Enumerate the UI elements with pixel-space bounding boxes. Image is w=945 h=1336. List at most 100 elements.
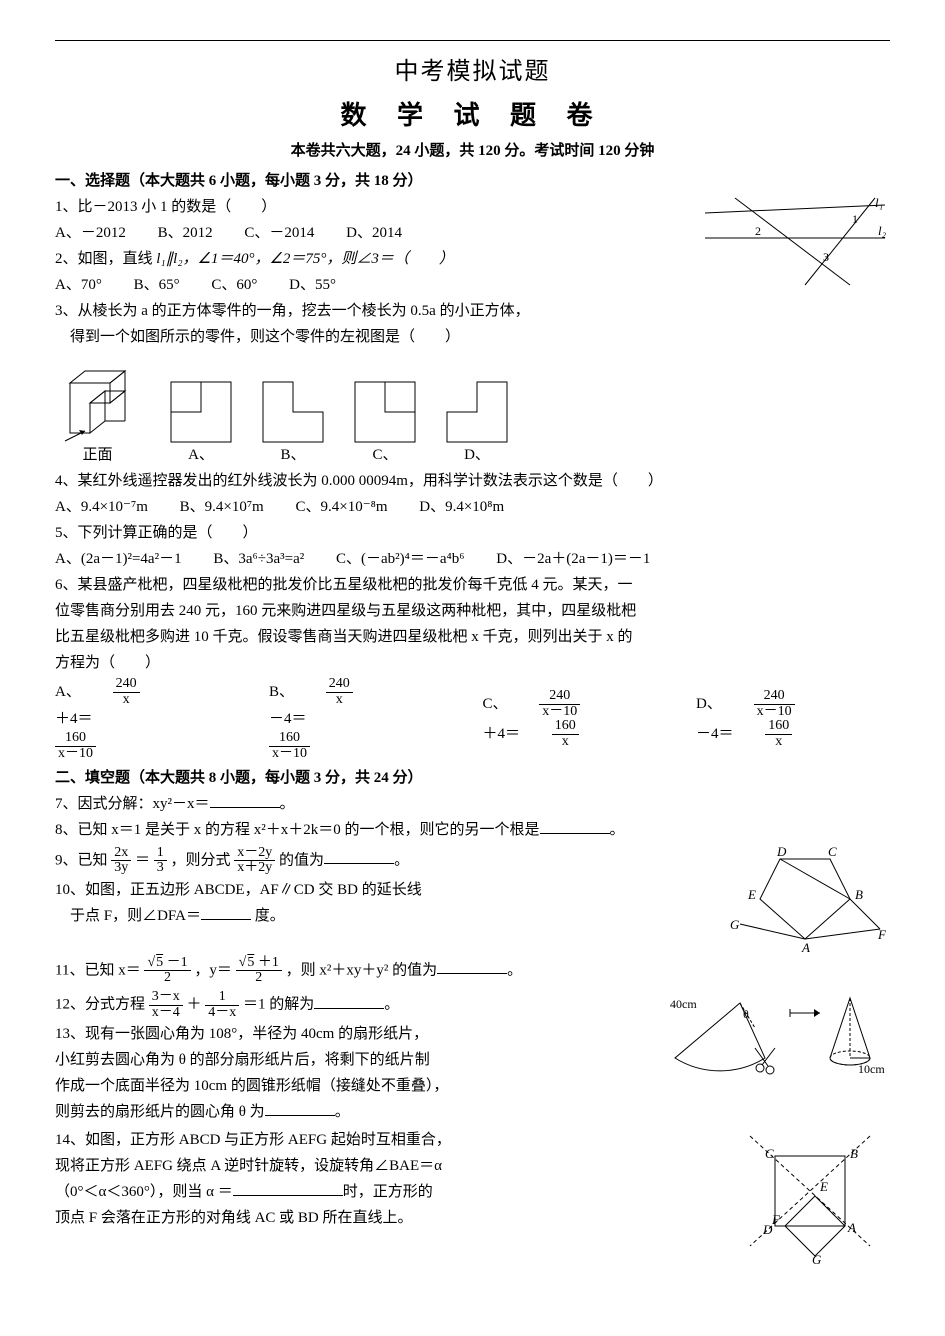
q3-opt-c-icon <box>354 381 416 443</box>
q13-blank[interactable] <box>265 1100 335 1116</box>
svg-text:E: E <box>819 1179 828 1194</box>
q3-opt-a-icon <box>170 381 232 443</box>
q14-line2: 现将正方形 AEFG 绕点 A 逆时针旋转，设旋转角∠BAE＝α <box>55 1154 720 1178</box>
q8: 8、已知 x＝1 是关于 x 的方程 x²＋x＋2k＝0 的一个根，则它的另一个… <box>55 818 890 842</box>
q14-line3: （0°＜α＜360°），则当 α ＝时，正方形的 <box>55 1180 720 1204</box>
svg-text:D: D <box>776 844 787 859</box>
svg-text:E: E <box>747 887 756 902</box>
q5-opt-d: D、－2a＋(2a－1)＝－1 <box>496 547 650 571</box>
q12-q13-figure: 40cm θ 1 <box>640 988 890 1088</box>
q10-figure: D C B E A F G <box>720 844 890 954</box>
q14-figure: A B C D E F G <box>730 1126 890 1266</box>
q6-line2: 位零售商分别用去 240 元，160 元来购进四星级与五星级这两种枇杷，其中，四… <box>55 599 890 623</box>
q7: 7、因式分解：xy²－x＝。 <box>55 792 890 816</box>
q1-opt-a: A、－2012 <box>55 221 126 245</box>
q10-line2: 于点 F，则∠DFA＝ 度。 <box>55 904 710 928</box>
q12-blank[interactable] <box>314 993 384 1009</box>
q2-figure: l₁ l₂ 1 2 3 <box>700 193 890 288</box>
q2-opt-b: B、65° <box>134 273 180 297</box>
q2-opt-c: C、60° <box>211 273 257 297</box>
q13-line1: 13、现有一张圆心角为 108°，半径为 40cm 的扇形纸片， <box>55 1022 630 1046</box>
q2-options: A、70° B、65° C、60° D、55° <box>55 273 690 297</box>
q6-opt-a: A、 240x ＋4＝ 160x－10 <box>55 677 221 762</box>
fig-angle-3: 3 <box>823 250 829 264</box>
q2-opt-a: A、70° <box>55 273 102 297</box>
q3-stem-line1: 3、从棱长为 a 的正方体零件的一角，挖去一个棱长为 0.5a 的小正方体， <box>55 299 890 323</box>
q3-opt-a-label: A、 <box>170 443 232 467</box>
svg-text:θ: θ <box>743 1007 749 1021</box>
q2-stem: 2、如图，直线 l₁∥l₂，∠1＝40°，∠2＝75°，则∠3＝（ ） <box>55 247 690 271</box>
title-main: 中考模拟试题 <box>55 53 890 91</box>
q6-opt-d: D、 240x－10 －4＝ 160x <box>696 689 862 750</box>
q3-figures: 正面 A、 B、 C、 D、 <box>55 353 890 467</box>
q5-stem: 5、下列计算正确的是（ ） <box>55 521 890 545</box>
fig-angle-2: 2 <box>755 224 761 238</box>
q5-opt-a: A、(2a－1)²=4a²－1 <box>55 547 182 571</box>
q4-opt-b: B、9.4×10⁷m <box>180 495 264 519</box>
q12: 12、分式方程 3－xx－4 ＋ 14－x ＝1 的解为。 <box>55 990 630 1020</box>
scissors-icon <box>755 1048 775 1074</box>
q6-opt-b: B、 240x －4＝ 160x－10 <box>269 677 435 762</box>
q14-line1: 14、如图，正方形 ABCD 与正方形 AEFG 起始时互相重合， <box>55 1128 720 1152</box>
q4-opt-d: D、9.4×10⁸m <box>419 495 504 519</box>
fig-label-l1: l₁ <box>875 195 883 210</box>
q1-options: A、－2012 B、2012 C、－2014 D、2014 <box>55 221 690 245</box>
svg-text:B: B <box>850 1146 858 1161</box>
q1-opt-b: B、2012 <box>158 221 213 245</box>
q4-opt-a: A、9.4×10⁻⁷m <box>55 495 148 519</box>
q3-opt-b-label: B、 <box>262 443 324 467</box>
q3-cube-icon <box>55 353 140 443</box>
q6-opt-c: C、 240x－10 ＋4＝ 160x <box>483 689 649 750</box>
svg-text:G: G <box>730 917 740 932</box>
svg-text:G: G <box>812 1252 822 1266</box>
svg-text:B: B <box>855 887 863 902</box>
q3-front-label: 正面 <box>55 443 140 467</box>
q6-options: A、 240x ＋4＝ 160x－10 B、 240x －4＝ 160x－10 … <box>55 677 890 762</box>
q1-opt-c: C、－2014 <box>244 221 314 245</box>
svg-text:10cm: 10cm <box>858 1062 885 1076</box>
q6-line4: 方程为（ ） <box>55 651 890 675</box>
q11-blank[interactable] <box>437 958 507 974</box>
q1-opt-d: D、2014 <box>346 221 402 245</box>
q3-opt-b-icon <box>262 381 324 443</box>
q8-blank[interactable] <box>540 818 610 834</box>
q13-line3: 作成一个底面半径为 10cm 的圆锥形纸帽（接缝处不重叠）， <box>55 1074 630 1098</box>
fig-angle-1: 1 <box>852 212 858 226</box>
q2-opt-d: D、55° <box>289 273 336 297</box>
svg-text:A: A <box>847 1220 856 1235</box>
q13-line2: 小红剪去圆心角为 θ 的部分扇形纸片后，将剩下的纸片制 <box>55 1048 630 1072</box>
svg-text:F: F <box>771 1212 781 1227</box>
q4-options: A、9.4×10⁻⁷m B、9.4×10⁷m C、9.4×10⁻⁸m D、9.4… <box>55 495 890 519</box>
q3-opt-c-label: C、 <box>354 443 416 467</box>
q14-line4: 顶点 F 会落在正方形的对角线 AC 或 BD 所在直线上。 <box>55 1206 720 1230</box>
q9-blank[interactable] <box>324 848 394 864</box>
q4-stem: 4、某红外线遥控器发出的红外线波长为 0.000 00094m，用科学计数法表示… <box>55 469 890 493</box>
svg-text:C: C <box>765 1146 774 1161</box>
q5-opt-c: C、(－ab²)⁴＝－a⁴b⁶ <box>336 547 465 571</box>
q11: 11、已知 x＝ √5 －12 ，y＝ √5 ＋12 ，则 x²＋xy＋y² 的… <box>55 956 890 986</box>
q1-stem: 1、比－2013 小 1 的数是（ ） <box>55 195 690 219</box>
q10-blank[interactable] <box>201 904 251 920</box>
section-2-heading: 二、填空题（本大题共 8 小题，每小题 3 分，共 24 分） <box>55 766 890 790</box>
q14-blank[interactable] <box>233 1180 343 1196</box>
arrow-right-icon <box>790 1009 820 1017</box>
q6-line3: 比五星级枇杷多购进 10 千克。假设零售商当天购进四星级枇杷 x 千克，则列出关… <box>55 625 890 649</box>
title-info: 本卷共六大题，24 小题，共 120 分。考试时间 120 分钟 <box>55 139 890 163</box>
q9: 9、已知 2x3y ＝ 13 ，则分式 x－2yx＋2y 的值为。 <box>55 846 710 876</box>
fig-label-l2: l₂ <box>878 223 887 238</box>
q4-opt-c: C、9.4×10⁻⁸m <box>295 495 387 519</box>
q5-opt-b: B、3a⁶÷3a³=a² <box>213 547 304 571</box>
svg-text:40cm: 40cm <box>670 997 697 1011</box>
svg-text:A: A <box>801 940 810 954</box>
svg-text:C: C <box>828 844 837 859</box>
q3-stem-line2: 得到一个如图所示的零件，则这个零件的左视图是（ ） <box>55 325 890 349</box>
section-1-heading: 一、选择题（本大题共 6 小题，每小题 3 分，共 18 分） <box>55 169 890 193</box>
title-sub: 数 学 试 题 卷 <box>55 95 890 137</box>
q13-line4: 则剪去的扇形纸片的圆心角 θ 为。 <box>55 1100 630 1124</box>
svg-text:F: F <box>877 927 887 942</box>
q3-opt-d-icon <box>446 381 508 443</box>
q7-blank[interactable] <box>210 792 280 808</box>
q5-options: A、(2a－1)²=4a²－1 B、3a⁶÷3a³=a² C、(－ab²)⁴＝－… <box>55 547 890 571</box>
q10-line1: 10、如图，正五边形 ABCDE，AF∥CD 交 BD 的延长线 <box>55 878 710 902</box>
q3-opt-d-label: D、 <box>446 443 508 467</box>
